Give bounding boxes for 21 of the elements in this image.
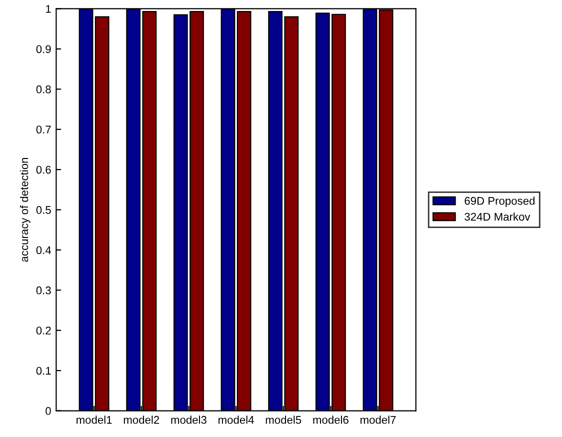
x-tick-label: model3 — [171, 416, 206, 424]
x-tick-label: model1 — [76, 416, 112, 424]
y-tick-label: 0.1 — [36, 366, 51, 375]
y-tick-label: 0.4 — [36, 246, 52, 254]
y-tick-label: 0.7 — [36, 126, 51, 134]
y-axis-title: accuracy of detection — [20, 158, 30, 262]
y-tick-label: 0.5 — [36, 206, 51, 214]
x-tick-label: model6 — [313, 416, 348, 424]
x-tick-label: model7 — [360, 416, 396, 424]
y-tick-label: 0.3 — [36, 286, 51, 294]
y-tick-label: 0.8 — [36, 85, 51, 94]
legend-label: 69D Proposed — [464, 196, 535, 207]
x-tick-label: model4 — [218, 416, 254, 424]
x-tick-label: model5 — [266, 416, 302, 424]
y-tick-label: 0.2 — [36, 326, 51, 335]
y-tick-label: 0 — [46, 407, 51, 415]
legend-label: 324D Markov — [464, 212, 530, 221]
x-tick-label: model2 — [124, 416, 160, 424]
y-tick-label: 1 — [46, 5, 51, 13]
y-tick-label: 0.9 — [36, 45, 51, 54]
y-tick-label: 0.6 — [36, 166, 51, 174]
